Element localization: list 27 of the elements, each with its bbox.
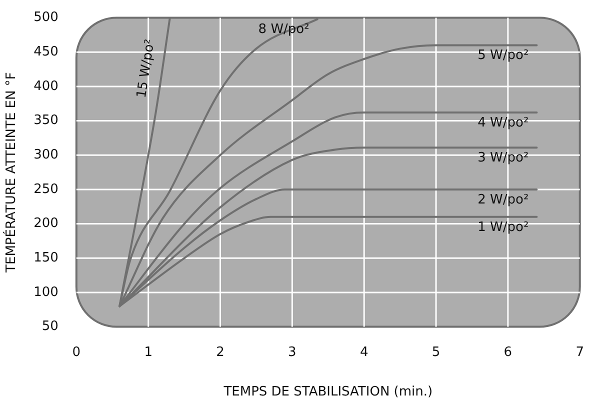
text: 15 W/po² — [134, 38, 158, 100]
y-axis-title: TEMPÉRATURE ATTEINTE EN °F — [2, 72, 20, 274]
y-tick-label: 50 — [42, 319, 58, 334]
x-tick-label: 6 — [504, 344, 512, 360]
x-tick-label: 5 — [432, 344, 440, 360]
y-tick-label: 400 — [34, 78, 58, 94]
y-tick-label: 300 — [34, 148, 58, 163]
series-label: 4 W/po² — [478, 115, 529, 130]
y-tick-label: 200 — [34, 216, 58, 232]
series-label: 8 W/po² — [258, 22, 310, 38]
series-label: 2 W/po² — [478, 192, 529, 208]
series-label: 1 W/po² — [478, 220, 529, 235]
y-tick-label: 100 — [34, 284, 58, 300]
x-tick-label: 0 — [72, 344, 81, 360]
series-label: 3 W/po² — [478, 150, 529, 166]
x-axis-title: TEMPS DE STABILISATION (min.) — [222, 384, 433, 400]
y-tick-label: 350 — [34, 113, 58, 128]
series-label: 5 W/po² — [478, 48, 529, 64]
x-tick-label: 4 — [360, 344, 368, 360]
y-tick-label: 450 — [34, 44, 58, 60]
x-tick-label: 2 — [216, 344, 224, 360]
y-tick-label: 500 — [34, 10, 58, 26]
x-tick-label: 7 — [576, 344, 584, 360]
x-tick-label: 3 — [288, 344, 296, 360]
y-tick-label: 250 — [34, 182, 58, 197]
y-tick-label: 150 — [34, 250, 58, 266]
x-tick-label: 1 — [144, 344, 152, 360]
